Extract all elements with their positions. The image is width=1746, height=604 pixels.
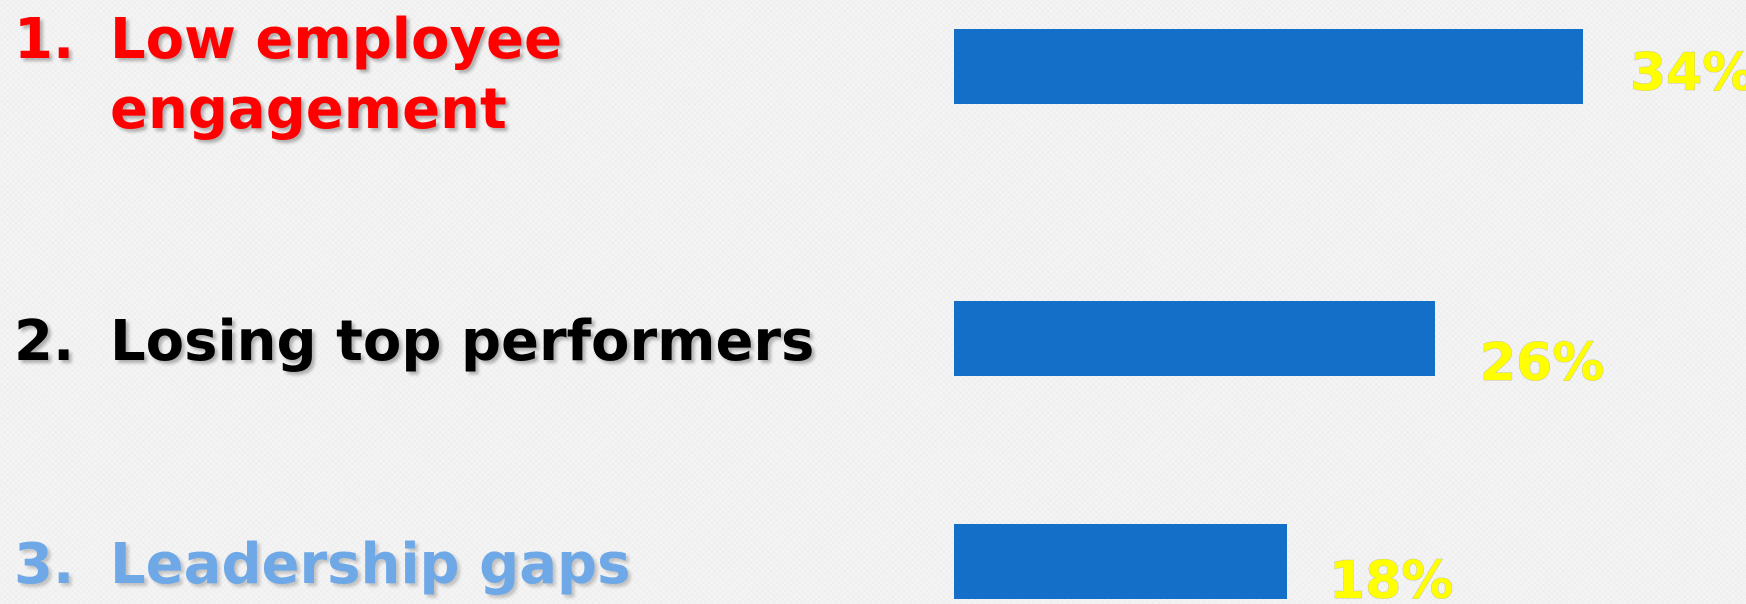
- list-item-1-number: 1.: [14, 7, 75, 72]
- list-item-1: 1. Low employee engagement: [14, 5, 562, 145]
- list-item-1-line-1: 1. Low employee: [14, 5, 562, 75]
- list-item-1-text-line-2: engagement: [110, 77, 507, 142]
- list-item-2-text: Losing top performers: [110, 309, 815, 374]
- bar-3: [954, 524, 1287, 599]
- list-item-1-line-2: engagement: [14, 75, 562, 145]
- bar-value-label-3: 18%: [1329, 551, 1453, 604]
- bar-1: [954, 29, 1583, 104]
- bar-value-label-1: 34%: [1630, 43, 1746, 103]
- list-item-2: 2. Losing top performers: [14, 307, 814, 377]
- list-item-2-number: 2.: [14, 309, 75, 374]
- list-item-3-text: Leadership gaps: [110, 532, 631, 597]
- bar-2: [954, 301, 1435, 376]
- list-item-3: 3. Leadership gaps: [14, 530, 630, 600]
- list-item-1-text-line-1: Low employee: [110, 7, 562, 72]
- list-item-3-number: 3.: [14, 532, 75, 597]
- bar-value-label-2: 26%: [1480, 333, 1604, 393]
